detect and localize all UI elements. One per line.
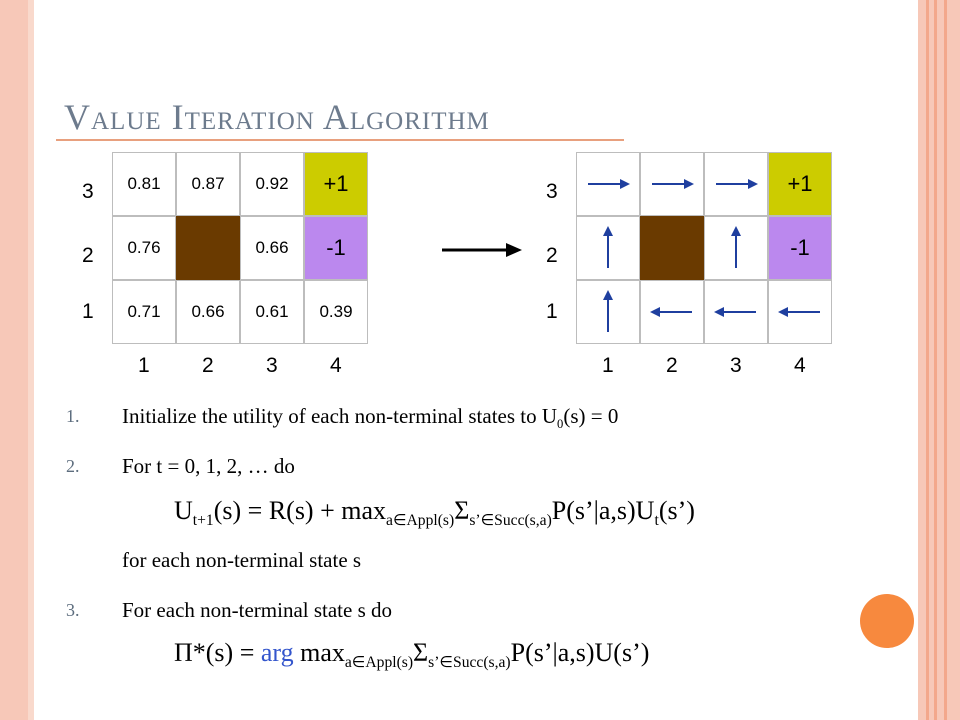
grid-cell: 0.87 [176,152,240,216]
right-arrow-icon [640,152,704,216]
left-arrow-icon [640,280,704,344]
update-formula: Ut+1(s) = R(s) + maxa∈Appl(s)Σs’∈Succ(s,… [174,496,695,530]
col-label: 2 [202,354,214,377]
col-label: 1 [602,354,614,377]
row-label: 3 [82,180,94,203]
obstacle-cell [640,216,704,280]
step-number: 1. [66,406,80,426]
decorative-circle [860,594,914,648]
left-frame-inner-band [28,0,34,720]
step-2-text: For t = 0, 1, 2, … do [122,454,295,478]
left-frame-band [0,0,28,720]
transition-arrow-icon [442,243,522,257]
col-label: 3 [266,354,278,377]
up-arrow-icon [576,216,640,280]
row-label: 3 [546,180,558,203]
obstacle-cell [176,216,240,280]
row-label: 2 [546,244,558,267]
left-arrow-icon [768,280,832,344]
row-label: 1 [546,300,558,323]
slide-title: Value Iteration Algorithm [64,97,490,137]
col-label: 4 [794,354,806,377]
grid-cell: 0.92 [240,152,304,216]
col-label: 3 [730,354,742,377]
title-rule [56,139,624,141]
terminal-negative-cell: -1 [768,216,832,280]
step-number: 2. [66,456,80,476]
row-label: 1 [82,300,94,323]
left-arrow-icon [704,280,768,344]
grid-cell: 0.39 [304,280,368,344]
up-arrow-icon [704,216,768,280]
grid-cell: 0.66 [176,280,240,344]
grid-cell: 0.66 [240,216,304,280]
terminal-positive-cell: +1 [304,152,368,216]
row-label: 2 [82,244,94,267]
right-arrow-icon [576,152,640,216]
terminal-negative-cell: -1 [304,216,368,280]
up-arrow-icon [576,280,640,344]
grid-cell: 0.81 [112,152,176,216]
col-label: 4 [330,354,342,377]
right-frame-band [918,0,960,720]
col-label: 1 [138,354,150,377]
step-2-note: for each non-terminal state s [122,548,362,572]
grid-cell: 0.61 [240,280,304,344]
grid-cell: 0.71 [112,280,176,344]
step-3-text: For each non-terminal state s do [122,598,393,622]
step-number: 3. [66,600,80,620]
step-1-text: Initialize the utility of each non-termi… [122,404,619,432]
grid-cell: 0.76 [112,216,176,280]
col-label: 2 [666,354,678,377]
policy-formula: Π*(s) = arg maxa∈Appl(s)Σs’∈Succ(s,a)P(s… [174,638,650,672]
terminal-positive-cell: +1 [768,152,832,216]
right-arrow-icon [704,152,768,216]
